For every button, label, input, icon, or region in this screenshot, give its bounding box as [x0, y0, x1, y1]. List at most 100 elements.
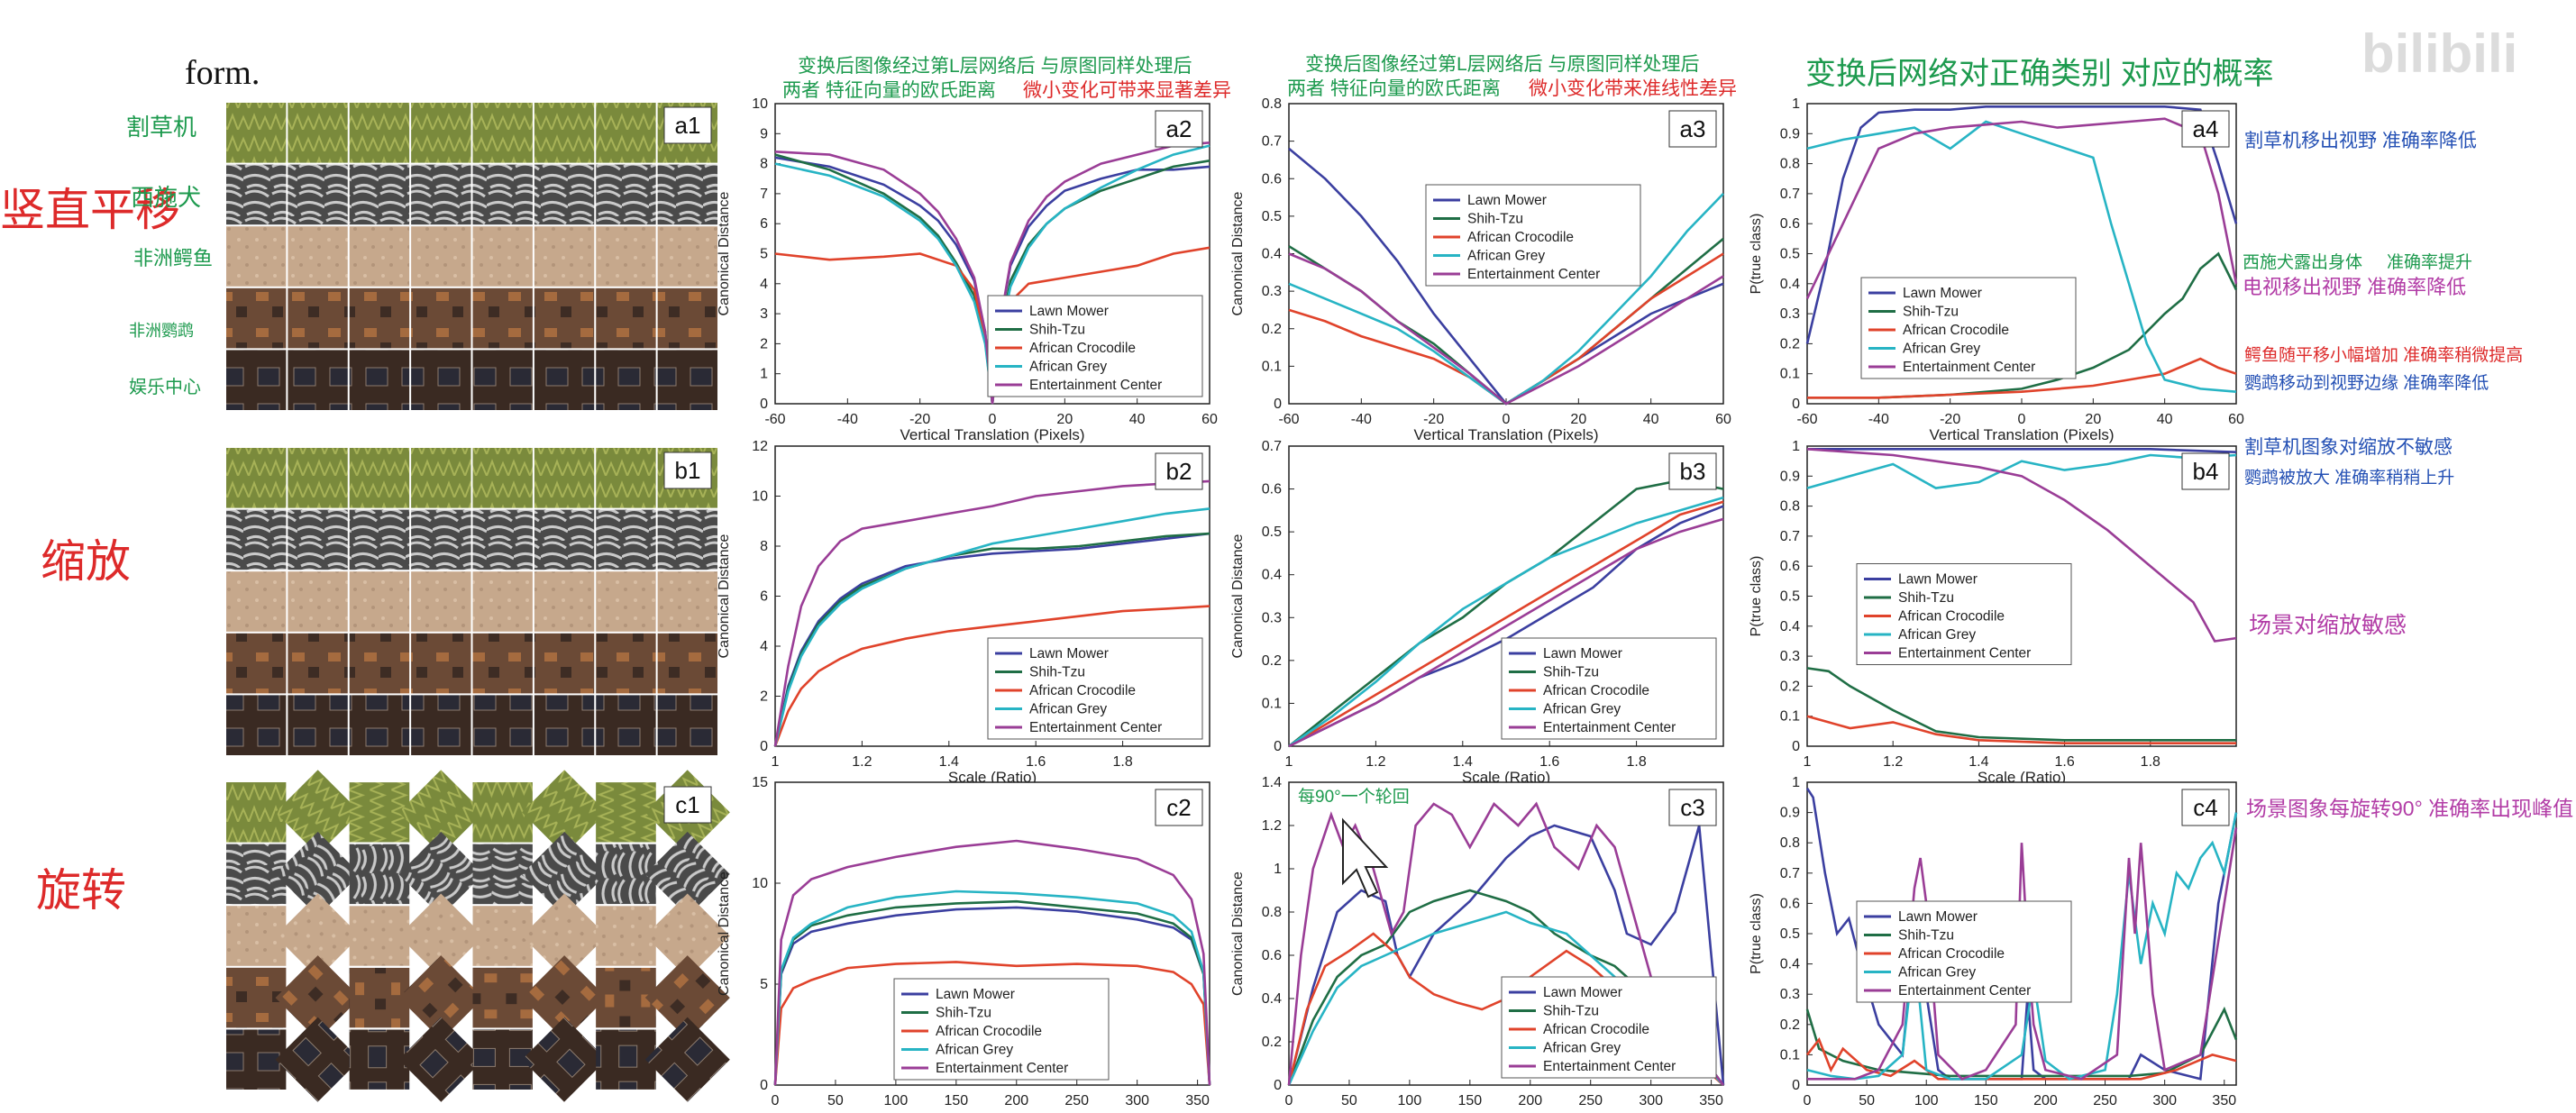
image-thumbnail	[349, 906, 410, 966]
image-thumbnail	[226, 571, 287, 632]
legend-entry: Shih-Tzu	[1467, 212, 1523, 227]
y-tick-label: 0	[1792, 397, 1800, 412]
image-thumbnail	[411, 448, 471, 508]
y-tick-label: 1.2	[1262, 818, 1282, 834]
series-line-lawn-mower	[773, 906, 1211, 1086]
panel-label-a1: a1	[675, 112, 701, 139]
panel-label-a4: a4	[2193, 115, 2219, 142]
legend-box	[1501, 637, 1717, 740]
y-tick-label: 0.9	[1780, 806, 1800, 821]
image-thumbnail	[226, 287, 287, 349]
image-thumbnail	[288, 695, 348, 755]
panel-label-c2: c2	[1166, 794, 1191, 821]
panel-label-box	[663, 452, 712, 489]
legend-entry: Shih-Tzu	[1898, 590, 1954, 606]
y-tick-label: 0.6	[1262, 948, 1282, 963]
y-tick-label: 0.8	[1262, 905, 1282, 920]
image-thumbnail	[411, 633, 471, 694]
y-tick-label: 0	[1792, 739, 1800, 754]
image-label-grey: 非洲鹦鹉	[129, 322, 194, 340]
y-tick-label: 0.3	[1780, 306, 1800, 322]
x-axis-label: Vertical Translation (Pixels)	[1413, 426, 1598, 443]
x-tick-label: 1.2	[1883, 754, 1903, 770]
note-b4-n3: 场景对缩放敏感	[2249, 613, 2407, 638]
image-thumbnail	[522, 1017, 607, 1102]
x-tick-label: 40	[1129, 412, 1146, 427]
x-tick-label: -20	[1940, 412, 1960, 427]
x-tick-label: 20	[1056, 412, 1073, 427]
y-tick-label: 0.7	[1780, 529, 1800, 544]
y-tick-label: 1	[1792, 775, 1800, 790]
image-thumbnail	[596, 906, 656, 966]
legend-entry: Entertainment Center	[1543, 1059, 1676, 1074]
legend-entry: Lawn Mower	[1898, 572, 1978, 588]
image-thumbnail	[349, 844, 410, 905]
image-thumbnail	[596, 844, 656, 905]
x-tick-label: 40	[1643, 412, 1659, 427]
note-a4-n3: 电视移出视野 准确率降低	[2243, 276, 2466, 298]
y-axis-label: Canonical Distance	[717, 871, 732, 996]
y-tick-label: 7	[760, 187, 768, 202]
panel-label-box	[2181, 789, 2230, 826]
image-thumbnail	[534, 226, 595, 287]
series-line-entertainment-center	[773, 479, 1210, 747]
x-tick-label: 300	[2152, 1093, 2177, 1108]
image-thumbnail	[288, 226, 348, 287]
image-label-crocodile: 非洲鳄鱼	[133, 247, 213, 269]
x-tick-label: 1.6	[1539, 754, 1559, 770]
image-thumbnail	[644, 831, 730, 917]
panel-label-box	[663, 106, 712, 144]
image-thumbnail	[644, 893, 730, 979]
series-line-african-grey	[1288, 496, 1724, 748]
x-tick-label: -40	[837, 412, 858, 427]
legend-entry: Lawn Mower	[1029, 304, 1109, 319]
y-tick-label: 1.4	[1262, 775, 1282, 790]
panel-label-box	[663, 786, 712, 824]
y-tick-label: 0.3	[1262, 284, 1282, 299]
x-tick-label: 0	[772, 1093, 780, 1108]
x-tick-label: 60	[1715, 412, 1731, 427]
x-tick-label: 50	[1341, 1093, 1357, 1108]
legend-box	[1856, 900, 2072, 1003]
image-thumbnail	[226, 164, 287, 225]
image-thumbnail	[534, 633, 595, 694]
y-tick-label: 0.2	[1780, 336, 1800, 351]
image-thumbnail	[349, 633, 410, 694]
x-tick-label: 250	[2093, 1093, 2117, 1108]
x-tick-label: 150	[1974, 1093, 1998, 1108]
image-thumbnail	[349, 226, 410, 287]
image-thumbnail	[596, 226, 656, 287]
y-tick-label: 0.7	[1262, 134, 1282, 150]
y-tick-label: 0.1	[1780, 1047, 1800, 1063]
y-tick-label: 0.1	[1780, 709, 1800, 725]
legend-entry: Shih-Tzu	[1898, 928, 1954, 944]
image-thumbnail	[657, 571, 717, 632]
image-thumbnail	[522, 770, 607, 855]
x-tick-label: -20	[909, 412, 930, 427]
legend-entry: African Grey	[1029, 360, 1107, 375]
x-tick-label: 40	[2157, 412, 2173, 427]
panel-label-box	[1155, 110, 1203, 148]
series-line-african-crocodile	[773, 961, 1211, 1086]
x-tick-label: 0	[989, 412, 997, 427]
y-tick-label: 0	[1274, 397, 1282, 412]
image-thumbnail	[534, 164, 595, 225]
x-tick-label: 350	[2212, 1093, 2236, 1108]
row-label-a: 竖直平移	[0, 185, 180, 235]
legend-entry: African Crocodile	[1903, 323, 2009, 338]
legend-entry: Lawn Mower	[1543, 646, 1622, 661]
legend-entry: Entertainment Center	[1467, 267, 1600, 282]
y-tick-label: 5	[760, 977, 768, 992]
y-tick-label: 0.4	[1780, 957, 1800, 972]
y-tick-label: 2	[760, 689, 768, 705]
image-thumbnail	[226, 448, 287, 508]
note-c3: 每90°一个轮回	[1298, 787, 1410, 807]
x-tick-label: 1.4	[939, 754, 959, 770]
legend-entry: Lawn Mower	[936, 987, 1015, 1002]
chart-b3: 1 1.2 1.4 1.6 1.800.10.20.30.40.50.60.7Scale…	[1230, 439, 1724, 786]
x-axis-label: Vertical Translation (Pixels)	[1929, 426, 2114, 443]
x-tick-label: 60	[2228, 412, 2244, 427]
note-a2-line1: 变换后图像经过第L层网络后 与原图同样处理后	[798, 56, 1192, 77]
x-tick-label: 300	[1639, 1093, 1663, 1108]
